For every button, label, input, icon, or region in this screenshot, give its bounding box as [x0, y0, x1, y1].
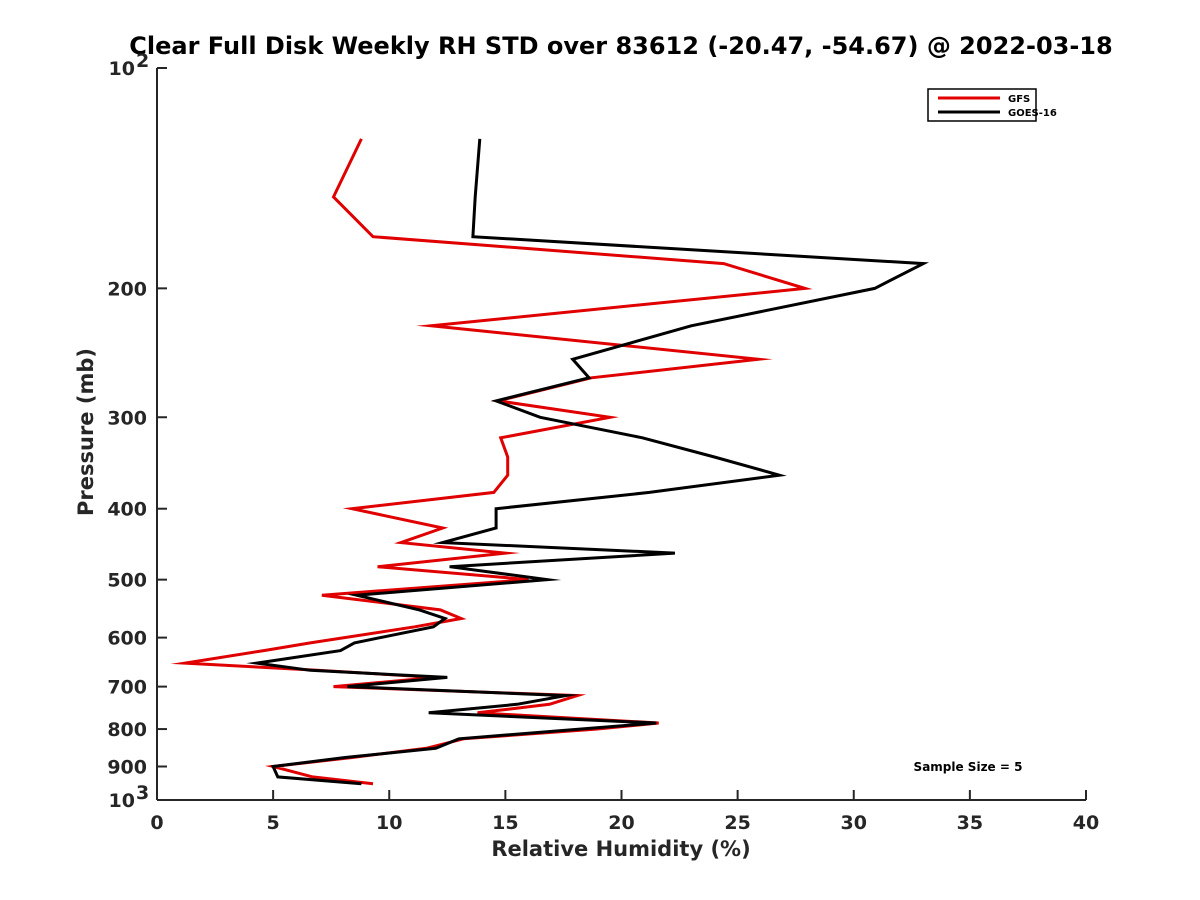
x-tick-label: 25 — [724, 812, 750, 834]
x-tick-label: 20 — [608, 812, 634, 834]
x-tick-label: 10 — [376, 812, 402, 834]
x-tick-label: 5 — [267, 812, 280, 834]
legend-box — [927, 88, 1037, 122]
series-line-goes-16 — [246, 138, 929, 786]
y-tick-label: 900 — [107, 757, 147, 779]
y-tick-exponent: 3 — [136, 782, 149, 804]
y-tick-label: 300 — [107, 407, 147, 429]
x-tick-label: 0 — [150, 812, 163, 834]
chart-title: Clear Full Disk Weekly RH STD over 83612… — [129, 32, 1112, 60]
y-axis-label: Pressure (mb) — [74, 348, 98, 516]
sample-size-annotation: Sample Size = 5 — [914, 760, 1023, 774]
x-tick-label: 35 — [957, 812, 983, 834]
legend: GFS GOES-16 — [927, 88, 1057, 122]
y-tick-label: 700 — [107, 677, 147, 699]
legend-entry: GFS — [1008, 94, 1030, 105]
x-axis-label: Relative Humidity (%) — [491, 837, 750, 861]
y-tick-label: 800 — [107, 719, 147, 741]
x-tick-label: 15 — [492, 812, 518, 834]
legend-entry: GOES-16 — [1008, 108, 1057, 119]
y-tick-label: 600 — [107, 628, 147, 650]
x-tick-label: 30 — [841, 812, 867, 834]
y-tick-label: 10 — [109, 58, 135, 80]
y-tick-label: 10 — [109, 790, 135, 812]
y-tick-label: 200 — [107, 278, 147, 300]
y-tick-label: 500 — [107, 570, 147, 592]
y-tick-exponent: 2 — [136, 50, 149, 72]
plot-lines — [170, 138, 929, 786]
y-tick-label: 400 — [107, 499, 147, 521]
x-tick-label: 40 — [1073, 812, 1099, 834]
